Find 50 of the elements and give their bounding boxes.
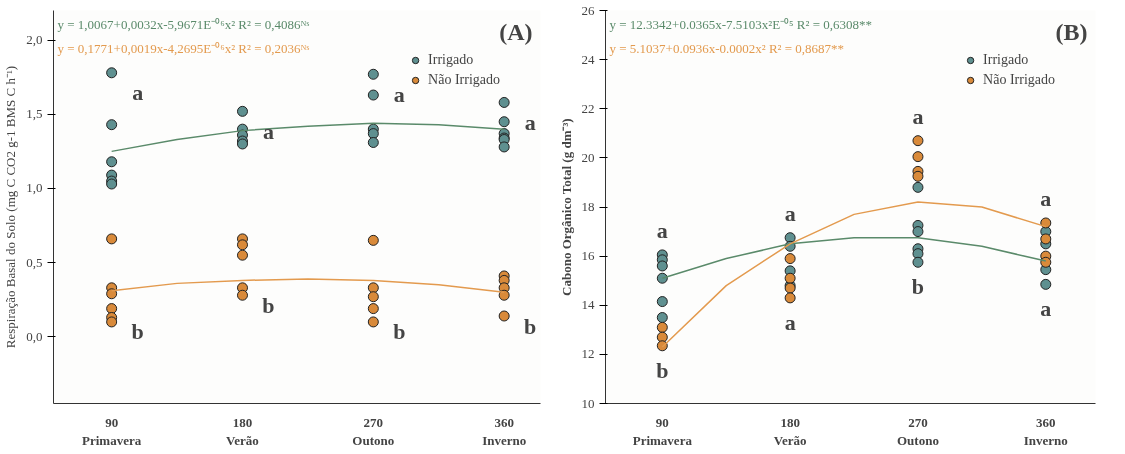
text: y = 1,0067+0,0032x-5,9671E⁻⁰⁶x² R² = 0,4086ᴺˢ [57, 16, 310, 32]
annotation: b [911, 274, 925, 300]
annotation: a [393, 81, 405, 107]
y-tick-label: 18 [581, 199, 595, 214]
y-tick-label: 20 [581, 149, 595, 165]
x-tick-label: 90 Primavera [82, 414, 142, 448]
chart-title: (A) [499, 18, 533, 45]
annotation: b [656, 357, 669, 383]
annotation: a [262, 118, 274, 144]
legend-label: Irrigado [983, 52, 1029, 68]
annotation: b [131, 319, 144, 345]
x-tick-label: 90 Primavera [632, 414, 693, 448]
y-tick-label: 24 [581, 51, 595, 67]
legend-label: Não Irrigado [428, 72, 500, 88]
y-tick-label: 0,0 [26, 328, 43, 344]
y-tick-label: 1,5 [26, 106, 43, 122]
y-tick-label: 0,5 [26, 254, 43, 270]
y-tick-label: 10 [581, 395, 595, 411]
text: y = 0,1771+0,0019x-4,2695E⁻⁰⁶x² R² = 0,2036ᴺˢ [57, 40, 310, 56]
annotation: a [912, 103, 924, 129]
y-tick-label: 14 [581, 297, 595, 313]
x-tick-label: 360 Inverno [482, 414, 527, 448]
y-tick-label: 2,0 [26, 32, 43, 48]
legend-label: Não Irrigado [983, 72, 1055, 88]
y-tick-label: 1,0 [26, 180, 43, 196]
text: y = 12.3342+0.0365x-7.5103x²E⁻⁰⁵ R² = 0,6308** [609, 16, 873, 32]
annotation: a [784, 200, 796, 226]
annotation: a [784, 309, 796, 335]
annotation: b [393, 319, 406, 345]
y-tick-label: 26 [581, 2, 595, 18]
annotation: b [524, 313, 537, 339]
annotation: a [1040, 296, 1052, 322]
x-tick-label: 180 Verão [773, 414, 807, 448]
text: y = 5.1037+0.0936x-0.0002x² R² = 0,8687** [609, 40, 845, 56]
legend-label: Irrigado [428, 52, 474, 68]
x-tick-label: 180 Verão [226, 414, 259, 448]
y-axis-title: Cabono Orgânico Total (g dm⁻³) [558, 118, 574, 296]
annotation: b [262, 292, 275, 318]
annotation: a [656, 217, 668, 243]
y-axis-title: Respiração Basal do Solo (mg C CO2 g-1 BMS C h⁻¹) [3, 65, 19, 349]
chart-title: (B) [1055, 18, 1088, 45]
x-tick-label: 270 Outono [897, 414, 939, 448]
y-tick-label: 16 [581, 248, 595, 264]
x-tick-label: 270 Outono [352, 414, 395, 448]
y-tick-label: 22 [581, 100, 595, 116]
annotation: a [524, 109, 536, 135]
annotation: a [132, 80, 144, 106]
y-tick-label: 12 [581, 346, 595, 362]
annotation: a [1040, 185, 1052, 211]
x-tick-label: 360 Inverno [1023, 414, 1068, 448]
